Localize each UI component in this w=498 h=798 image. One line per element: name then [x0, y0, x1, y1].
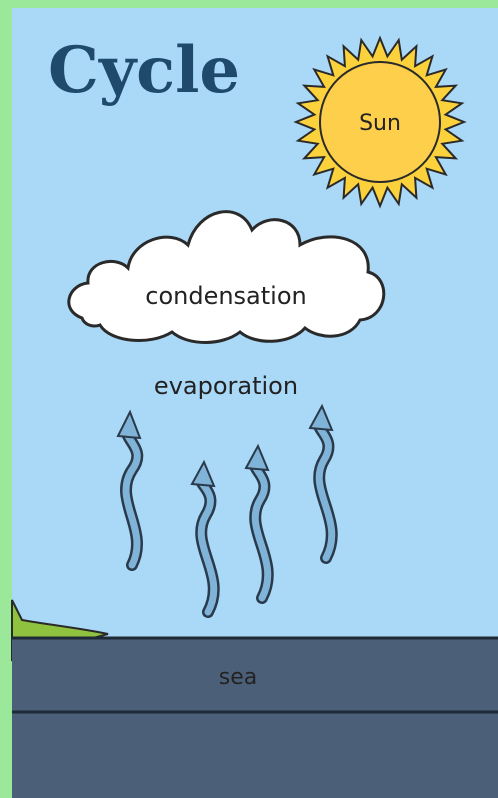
evaporation-label: evaporation [154, 372, 298, 400]
title: Cycle [48, 33, 240, 108]
cloud-label: condensation [145, 282, 306, 310]
sea-label: sea [219, 665, 257, 690]
diagram: Cycle Sun condensation evaporation [0, 0, 498, 798]
sun-label: Sun [359, 111, 401, 136]
sea [12, 638, 498, 798]
